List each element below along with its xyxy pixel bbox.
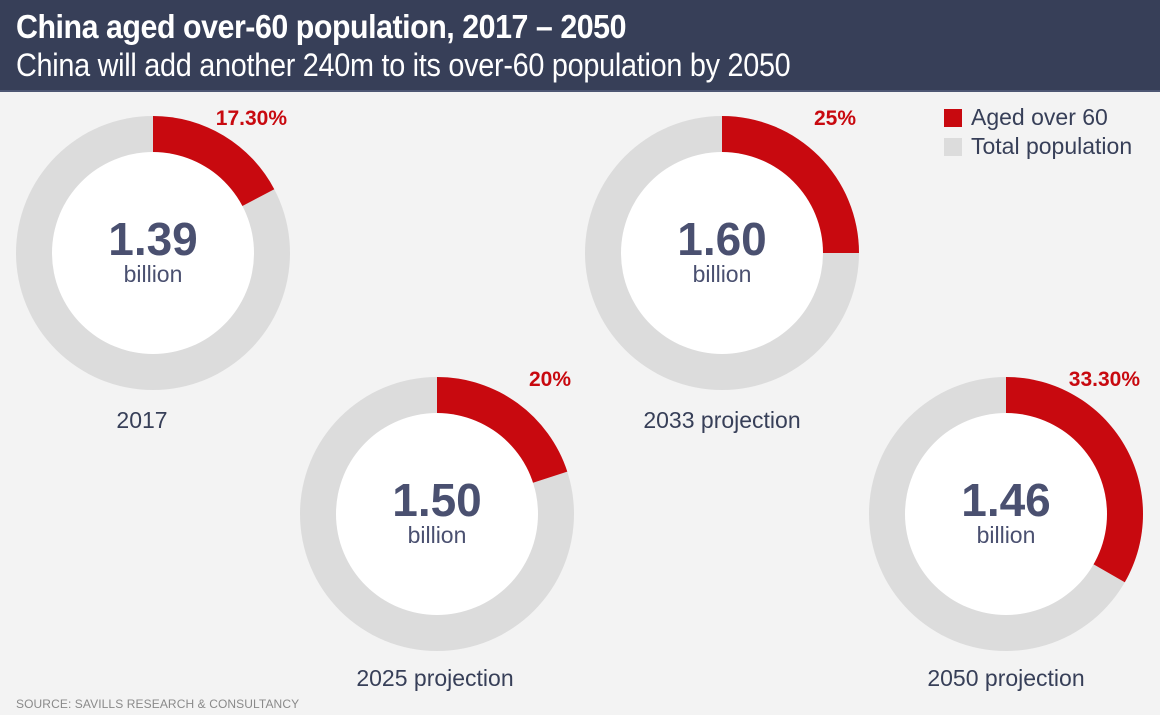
donut-percent-label: 33.30%	[1069, 368, 1141, 391]
legend-item-total-population: Total population	[944, 132, 1132, 161]
legend-label: Aged over 60	[971, 104, 1108, 130]
header: China aged over-60 population, 2017 – 20…	[0, 0, 1160, 92]
chart-subtitle: China will add another 240m to its over-…	[16, 47, 791, 83]
donut-total-value: 1.39	[108, 213, 198, 265]
donut-category-label: 2050 projection	[927, 665, 1084, 691]
donut-center-2050	[905, 413, 1107, 615]
donut-total-unit: billion	[693, 261, 752, 287]
chart-title: China aged over-60 population, 2017 – 20…	[16, 8, 627, 45]
donut-percent-label: 17.30%	[216, 107, 288, 130]
donut-percent-label: 20%	[529, 368, 571, 391]
donut-total-value: 1.46	[961, 474, 1051, 526]
legend: Aged over 60 Total population	[944, 103, 1132, 161]
donut-center-2017	[52, 152, 254, 354]
donut-percent-label: 25%	[814, 107, 856, 130]
legend-swatch-total-population	[944, 137, 962, 156]
source-note: SOURCE: SAVILLS RESEARCH & CONSULTANCY	[16, 697, 300, 711]
donut-category-label: 2025 projection	[356, 665, 513, 691]
donut-total-unit: billion	[408, 522, 467, 548]
donut-category-label: 2017	[116, 407, 167, 433]
donut-category-label: 2033 projection	[643, 407, 800, 433]
donut-center-2025	[336, 413, 538, 615]
legend-item-aged-over-60: Aged over 60	[944, 103, 1132, 132]
donut-total-unit: billion	[977, 522, 1036, 548]
donut-center-2033	[621, 152, 823, 354]
donut-total-unit: billion	[124, 261, 183, 287]
legend-label: Total population	[971, 133, 1133, 159]
donut-total-value: 1.50	[392, 474, 482, 526]
legend-swatch-aged-over-60	[944, 108, 962, 127]
donut-total-value: 1.60	[677, 213, 767, 265]
